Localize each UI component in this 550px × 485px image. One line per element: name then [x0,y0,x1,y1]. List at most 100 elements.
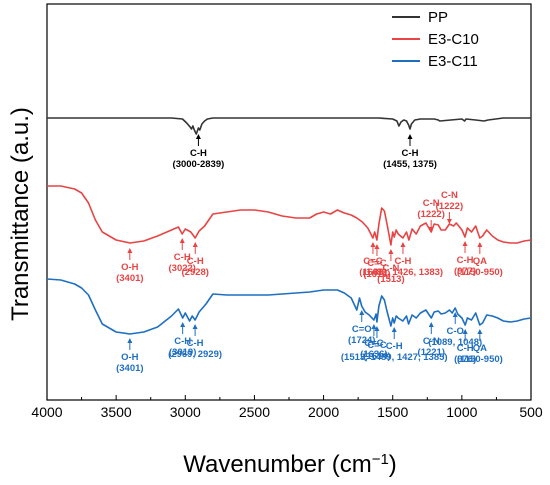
x-tick-label: 3000 [170,404,201,420]
peak-annotation: QA(1150-950) [457,329,503,365]
peak-detail: (3000-2839) [173,159,225,170]
peak-arrowhead [180,322,186,327]
peak-detail: (1643) [359,267,386,278]
peak-detail: (1513) [377,274,404,285]
peak-label: C-N [441,190,458,201]
peak-annotation: C-N(1513) [377,249,405,285]
peak-detail: (3022) [169,263,196,274]
peak-detail: (1614) [363,269,390,280]
peak-label: C-H [395,256,412,267]
peak-label: O-H [121,262,139,273]
peak-arrowhead [462,241,468,246]
peak-label: C-H [457,255,474,266]
peak-label: C=C [367,258,386,269]
peak-arrowhead [127,338,133,343]
peak-annotation: C-O(1089, 1048) [428,312,482,348]
series-line-e3-c10 [47,185,532,246]
peak-label: C-H [402,148,419,159]
peak-detail: (1614) [363,351,390,362]
x-tick-label: 500 [519,404,543,420]
peak-label: C-H [174,336,191,347]
peak-annotation: C=C(1636) [360,324,388,360]
peak-annotation: QA(1150-950) [457,242,503,278]
annotation-layer: C-H(3000-2839)C-H(1455, 1375)O-H(3401)C-… [116,134,503,374]
peak-detail: (1513, 1489, 1427, 1385) [341,352,448,363]
peak-annotation: C-H(3019) [169,322,196,358]
peak-arrowhead [452,312,458,317]
peak-label: C-H [187,256,204,267]
peak-label: C-O [447,326,464,337]
peak-arrowhead [192,242,198,247]
peak-detail: (977) [454,266,476,277]
peak-annotation: C=C(1643) [359,242,387,278]
peak-annotation: C-N(1221) [418,322,445,358]
peak-label: C=O [352,324,372,335]
x-axis-title: Wavenumber (cm−1) [183,451,397,479]
peak-annotation: C-H(2969, 2929) [168,324,222,360]
peak-annotation: C-H(1513, 1489, 1427, 1385) [341,327,448,363]
peak-detail: (3401) [116,273,143,284]
peak-annotation: C=C(1614) [363,244,391,280]
x-tick-label: 1500 [377,404,408,420]
peak-arrowhead [400,242,406,247]
x-tick-labels: 4000 3500 3000 2500 2000 1500 1000 500 [31,395,543,420]
peak-annotation: C-H(977) [454,241,476,277]
x-tick-label: 2500 [239,404,270,420]
legend-label: E3-C10 [428,31,479,48]
peak-arrowhead [477,329,483,334]
peak-annotation: C-H(3022) [169,238,196,274]
peak-detail: (1636) [360,349,387,360]
peak-detail: (1489, 1426, 1383) [363,267,443,278]
peak-annotation: O-H(3401) [116,248,144,284]
x-axis-title-sup: −1 [372,451,389,468]
peak-label: C-N [423,198,440,209]
peak-arrowhead [391,327,397,332]
peak-annotation: C-N(1222) [436,190,463,224]
peak-arrowhead [371,324,377,329]
peak-detail: (1455, 1375) [383,159,437,170]
peak-label: C-H [190,148,207,159]
peak-detail: (1150-950) [457,267,503,278]
y-axis-title: Transmittance (a.u.) [7,107,34,321]
peak-annotation: C=C (1614) [363,326,391,362]
peak-label: C-H [187,338,204,349]
peak-detail: (1222) [436,201,463,212]
peak-annotation: C-H(976) [454,329,476,365]
x-tick-label: 3500 [101,404,132,420]
peak-detail: (1724) [348,335,375,346]
x-axis-title-main: Wavenumber (cm [183,451,371,478]
peak-arrowhead [179,238,185,243]
peak-arrowhead [127,248,133,253]
peak-arrowhead [195,134,201,139]
peak-arrowhead [462,329,468,334]
peak-arrowhead [477,242,483,247]
peak-detail: (2969, 2929) [168,349,222,360]
peak-arrowhead [370,242,376,247]
peak-detail: (3019) [169,347,196,358]
peak-label: C-H [386,341,403,352]
peak-arrowhead [428,322,434,327]
series-line-pp [47,117,531,135]
x-tick-label: 2000 [308,404,339,420]
peak-label: C-H [457,343,474,354]
peak-arrowhead [388,249,394,254]
peak-arrowhead [407,134,413,139]
x-tick-label: 4000 [31,404,62,420]
peak-label: C=C [363,256,382,267]
peak-label: C-N [382,263,399,274]
peak-arrowhead [374,326,380,331]
x-axis-title-tail: ) [389,451,397,478]
peak-detail: (1089, 1048) [428,337,482,348]
peak-detail: (1150-950) [457,354,503,365]
peak-label: QA [473,343,487,354]
peak-label: C=C [364,338,383,349]
peak-annotation: C-N(1222) [417,198,445,232]
peak-arrowhead [192,324,198,329]
peak-annotation: C-H(1455, 1375) [383,134,437,170]
peak-arrowhead [359,310,365,315]
peak-annotation: C=O(1724) [348,310,375,346]
legend-label: E3-C11 [428,53,478,70]
legend: PP E3-C10 E3-C11 [392,9,479,70]
peak-label: C-H [174,252,191,263]
peak-detail: (1222) [417,209,444,220]
